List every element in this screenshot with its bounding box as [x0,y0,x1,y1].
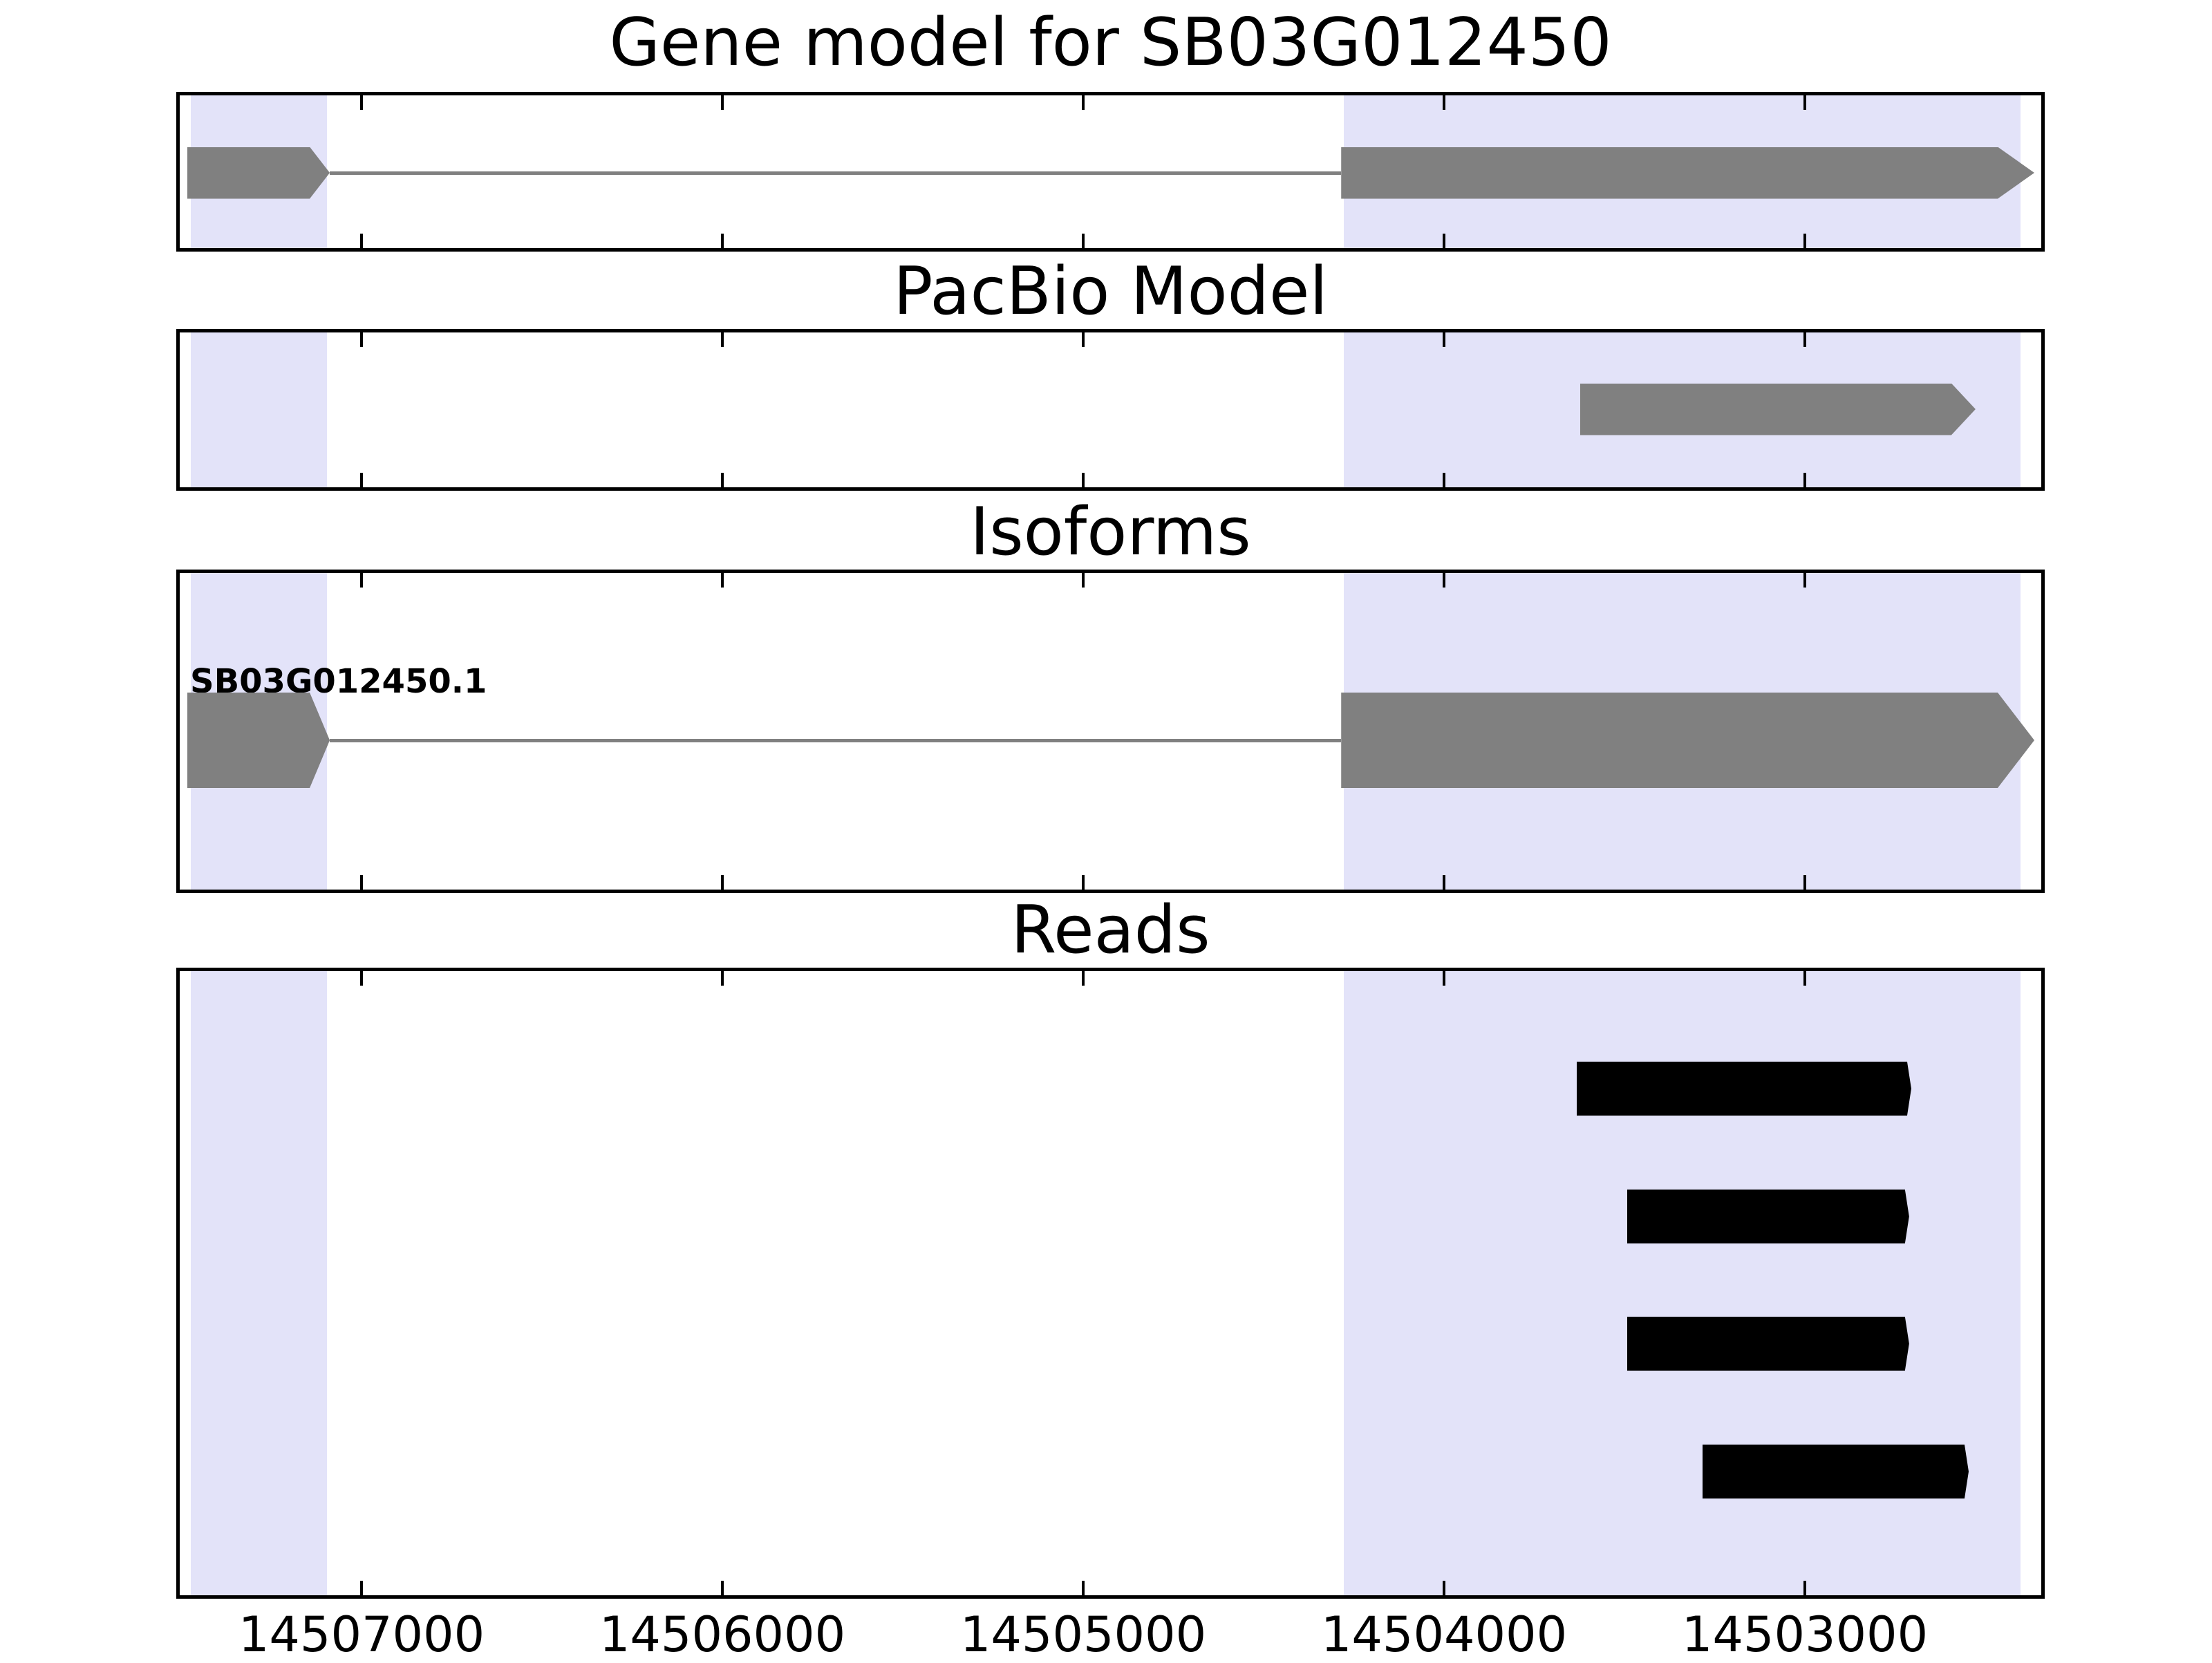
x-tick-label: 14506000 [599,1606,846,1663]
axis-tick [1082,875,1085,890]
highlight-region [191,332,327,487]
exon-arrow [1341,147,2034,199]
axis-tick [1443,573,1445,588]
axis-tick [721,332,724,347]
panel-title-isoforms: Isoforms [970,494,1251,570]
axis-tick [1443,875,1445,890]
axis-tick [721,234,724,248]
panel-title-reads: Reads [1011,892,1210,968]
x-tick-label: 14505000 [959,1606,1207,1663]
panel-title-pacbio: PacBio Model [893,254,1328,330]
axis-tick [721,1581,724,1595]
x-tick-label: 14503000 [1681,1606,1929,1663]
axis-tick [1082,95,1085,110]
axis-tick [1803,971,1806,986]
axis-tick [721,573,724,588]
panel-pacbio [176,329,2045,491]
axis-tick [721,473,724,487]
read-bar [1703,1445,1969,1498]
exon-arrow [187,147,330,199]
panel-isoforms: SB03G012450.1 [176,570,2045,893]
highlight-region [191,971,327,1595]
axis-tick [1443,234,1445,248]
axis-tick [1082,573,1085,588]
axis-tick [721,875,724,890]
figure-title: Gene model for SB03G012450 [609,5,1612,81]
pacbio-model-arrow [1580,384,1976,435]
panel-reads [176,968,2045,1599]
axis-tick [1443,95,1445,110]
axis-tick [1082,971,1085,986]
axis-tick [360,234,363,248]
axis-tick [1443,971,1445,986]
axis-tick [360,971,363,986]
axis-tick [1082,473,1085,487]
read-bar [1627,1190,1909,1243]
axis-tick [1082,234,1085,248]
x-tick-label: 14507000 [238,1606,485,1663]
axis-tick [1443,332,1445,347]
read-bar [1577,1062,1911,1116]
intron-line [330,738,1342,742]
axis-tick [1443,1581,1445,1595]
axis-tick [721,95,724,110]
axis-tick [1803,875,1806,890]
axis-tick [1803,473,1806,487]
panel-gene-model [176,92,2045,252]
intron-line [330,171,1342,175]
axis-tick [1803,234,1806,248]
axis-tick [1443,473,1445,487]
read-bar [1627,1317,1909,1371]
axis-tick [721,971,724,986]
axis-tick [360,875,363,890]
axis-tick [1082,332,1085,347]
axis-tick [360,95,363,110]
axis-tick [1803,1581,1806,1595]
axis-tick [1803,95,1806,110]
axis-tick [360,1581,363,1595]
exon-arrow [1341,693,2034,788]
axis-tick [360,332,363,347]
axis-tick [1803,332,1806,347]
axis-tick [1082,1581,1085,1595]
axis-tick [360,473,363,487]
x-tick-label: 14504000 [1320,1606,1568,1663]
exon-arrow [187,693,330,788]
axis-tick [1803,573,1806,588]
axis-tick [360,573,363,588]
